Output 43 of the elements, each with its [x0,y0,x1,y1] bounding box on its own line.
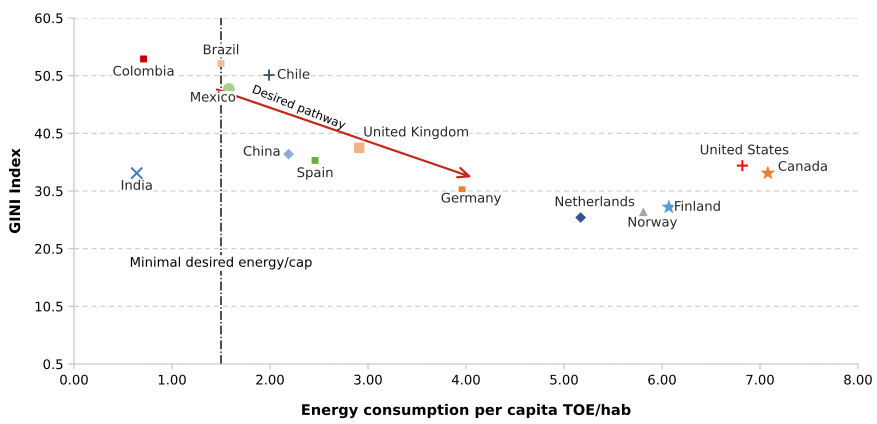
y-tick-label: 20.5 [35,244,62,254]
series-label: Norway [628,216,678,230]
y-tick-label: 50.5 [35,70,62,81]
y-tick-label: 10.5 [36,302,62,312]
point [218,60,224,68]
y-tick-label: 0.5 [43,359,62,370]
x-tick-label: 0.00 [60,374,88,385]
series-label: Germany [442,192,502,206]
series-label: United Kingdom [364,126,468,140]
point [262,68,276,82]
y-tick-label: 40.5 [34,128,62,139]
point [283,148,294,160]
ref-line-label: Minimal desired energy/cap [130,256,312,270]
point [312,156,319,164]
point [575,212,586,223]
series-label: Colombia [113,66,174,76]
series-label: India [122,180,152,190]
series-label: Netherlands [556,196,634,206]
x-tick-label: 4.00 [452,374,480,385]
point [140,55,148,62]
y-axis-title: GINI Index [8,148,20,234]
series-label: China [244,146,280,156]
x-axis-title: Energy consumption per capita TOE/hab [302,404,631,418]
series-label: United States [700,144,788,154]
y-tick-label: 60.5 [35,13,62,24]
series-label: Canada [778,160,827,171]
x-tick-label: 3.00 [354,374,382,385]
x-tick-label: 1.00 [158,374,186,385]
point [130,166,144,180]
series-label: Finland [675,200,720,211]
x-tick-label: 5.00 [550,374,578,385]
point [736,159,749,172]
series-label: Spain [298,167,332,180]
point [760,166,775,180]
y-tick-label: 30.5 [35,186,62,196]
x-tick-label: 7.00 [746,374,774,385]
point [354,142,364,153]
x-tick-label: 2.00 [256,374,284,385]
x-tick-label: 6.00 [648,374,676,385]
series-label: Brazil [204,44,238,54]
series-label: Chile [278,68,310,79]
series-label: Mexico [191,92,236,102]
x-tick-label: 8.00 [844,374,872,385]
